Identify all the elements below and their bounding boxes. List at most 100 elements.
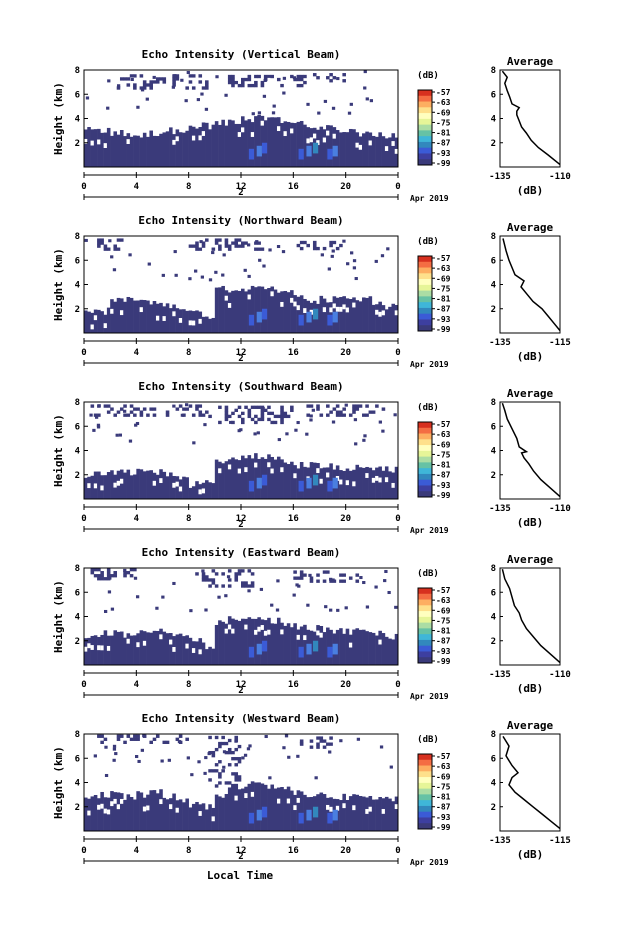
heatmap-cell — [260, 80, 265, 85]
heatmap-gap — [326, 804, 330, 810]
heatmap-cell — [201, 572, 206, 576]
heatmap-cells — [84, 734, 399, 831]
heatmap-gap — [375, 309, 379, 315]
heatmap-cell — [386, 247, 390, 251]
heatmap-cell — [267, 288, 271, 333]
heatmap-gap — [84, 138, 88, 144]
heatmap-cell — [231, 783, 235, 831]
heatmap-cell — [133, 413, 137, 417]
avg-profile-line — [502, 736, 561, 830]
heatmap-cell — [254, 618, 258, 665]
heatmap-cell — [175, 800, 180, 831]
heatmap-cell — [112, 268, 117, 272]
heatmap-cell — [87, 311, 91, 333]
heatmap-cell — [204, 608, 208, 612]
heatmap-cell — [322, 570, 327, 574]
heatmap-cell — [188, 80, 193, 84]
heatmap-cell — [326, 570, 330, 574]
heatmap-cell — [185, 798, 189, 831]
heatmap-cell — [116, 297, 121, 333]
heatmap-cell — [116, 86, 121, 90]
y-tick-label: 4 — [75, 281, 81, 291]
heatmap-gap — [293, 805, 297, 811]
heatmap-cell — [275, 608, 280, 612]
heatmap-cell — [133, 799, 137, 831]
avg-y-tick-label: 2 — [491, 139, 496, 149]
heatmap-cell — [369, 99, 374, 103]
heatmap-cell — [329, 79, 333, 83]
heatmap-cell — [267, 411, 271, 416]
heatmap-gap — [169, 804, 173, 810]
heatmap-cell — [159, 469, 163, 499]
heatmap-gap — [198, 135, 203, 141]
heatmap-cell — [303, 794, 307, 831]
heatmap-cell — [224, 461, 229, 499]
heatmap-cell — [312, 240, 317, 245]
heatmap-cell — [133, 135, 137, 167]
heatmap-cell — [280, 405, 284, 409]
heatmap-cell — [345, 628, 350, 665]
heatmap-cell — [208, 278, 213, 282]
heatmap-cell — [234, 757, 239, 761]
heatmap-cell — [110, 407, 114, 411]
heatmap-cell — [359, 576, 363, 580]
heatmap-cell — [221, 735, 225, 740]
heatmap-cell — [352, 794, 356, 831]
avg-x-tick-label: -110 — [549, 504, 571, 514]
heatmap-cell — [282, 76, 287, 80]
colorbar-tick-label: -63 — [436, 98, 451, 107]
heatmap-cell — [332, 407, 337, 411]
heatmap-cell — [110, 470, 114, 499]
avg-y-tick-label: 4 — [491, 115, 497, 125]
heatmap-cell — [303, 573, 307, 577]
heatmap-cell — [319, 126, 324, 167]
heatmap-gap — [368, 140, 373, 146]
heatmap-cell — [195, 241, 199, 245]
heatmap-cell — [214, 784, 219, 788]
heatmap-cell — [339, 297, 343, 333]
heatmap-cell — [239, 428, 243, 432]
heatmap-cell — [221, 741, 225, 746]
heatmap-cell — [326, 404, 330, 408]
heatmap-cell — [283, 462, 288, 499]
heatmap-cell — [352, 407, 356, 411]
heatmap-cell — [280, 787, 284, 831]
heatmap-cell — [188, 244, 193, 248]
heatmap-cell — [231, 290, 235, 333]
heatmap-cell — [234, 244, 239, 248]
heatmap-cell — [186, 756, 190, 760]
heatmap-cell — [388, 798, 392, 831]
heatmap-cell — [224, 241, 229, 245]
heatmap-cell — [100, 238, 104, 242]
heatmap-cell — [185, 737, 189, 741]
heatmap-cell — [234, 238, 239, 242]
heatmap-cell — [136, 105, 140, 109]
heatmap-cell — [362, 297, 366, 333]
heatmap-cell — [126, 77, 131, 81]
heatmap-cell — [129, 574, 134, 578]
colorbar-swatch — [418, 141, 432, 149]
heatmap-cell — [135, 421, 140, 425]
heatmap-cell — [119, 793, 124, 831]
heatmap-cell — [380, 254, 385, 258]
heatmap-cell — [229, 420, 233, 424]
heatmap-cell — [208, 735, 212, 740]
heatmap-cell — [347, 111, 352, 115]
heatmap-cell — [241, 420, 245, 425]
colorbar-swatch — [418, 153, 432, 160]
heatmap-cell — [314, 776, 318, 780]
heatmap-cell — [286, 464, 291, 499]
heatmap-cell — [344, 606, 348, 610]
colorbar-tick-label: -93 — [436, 149, 451, 158]
heatmap-cell — [244, 241, 248, 245]
heatmap-cell — [90, 312, 95, 333]
heatmap-cell — [296, 77, 301, 82]
heatmap-cell — [123, 77, 127, 81]
heatmap-cell — [142, 80, 147, 84]
heatmap-cell — [221, 572, 225, 576]
heatmap-cell — [299, 573, 304, 577]
echo-spike — [256, 477, 262, 489]
avg-y-tick-label: 2 — [491, 803, 496, 813]
heatmap-cell — [276, 787, 281, 831]
